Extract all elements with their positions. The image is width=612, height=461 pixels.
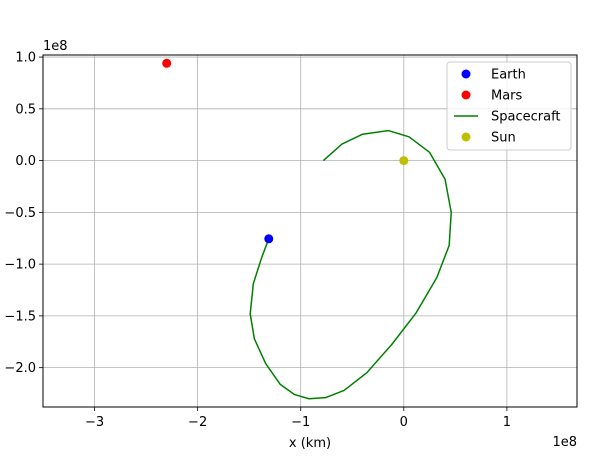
data-point-sun xyxy=(399,156,409,166)
y-tick-label: −1.0 xyxy=(4,258,36,273)
x-tick-label: −1 xyxy=(291,415,310,430)
x-tick-label: −3 xyxy=(85,415,104,430)
legend-box xyxy=(446,61,572,151)
legend-marker-sun xyxy=(461,132,471,142)
legend-label-earth: Earth xyxy=(491,68,526,83)
legend-items: Earth Mars Spacecraft Sun xyxy=(454,68,561,146)
y-tick-label: −2.0 xyxy=(4,361,36,376)
tick-layer: −3 −2 −1 0 1 −2.0 −1.5 −1.0 −0.5 0.0 0.5 1.0 xyxy=(4,51,511,430)
x-offset-label: 1e8 xyxy=(552,435,577,450)
data-point-mars xyxy=(162,58,172,68)
x-tick-label: −2 xyxy=(188,415,207,430)
series-line-spacecraft xyxy=(249,129,452,400)
y-tick-label: 1.0 xyxy=(15,51,36,66)
x-tick-label: 1 xyxy=(503,415,511,430)
y-tick-label: −1.5 xyxy=(4,309,36,324)
plot-frame xyxy=(42,54,578,408)
legend-marker-mars xyxy=(461,90,471,100)
y-offset-label: 1e8 xyxy=(43,39,68,54)
legend-label-spacecraft: Spacecraft xyxy=(491,110,561,125)
legend: Earth Mars Spacecraft Sun xyxy=(446,61,572,151)
series-layer xyxy=(162,58,452,400)
y-tick-label: −0.5 xyxy=(4,206,36,221)
x-axis-label: x (km) xyxy=(289,436,331,451)
data-point-earth xyxy=(264,234,274,244)
y-tick-label: 0.5 xyxy=(15,102,36,117)
legend-marker-earth xyxy=(461,69,471,79)
grid-layer xyxy=(43,55,577,407)
x-tick-label: 0 xyxy=(400,415,408,430)
y-tick-label: 0.0 xyxy=(15,154,36,169)
legend-label-sun: Sun xyxy=(491,131,516,146)
legend-label-mars: Mars xyxy=(491,89,523,104)
